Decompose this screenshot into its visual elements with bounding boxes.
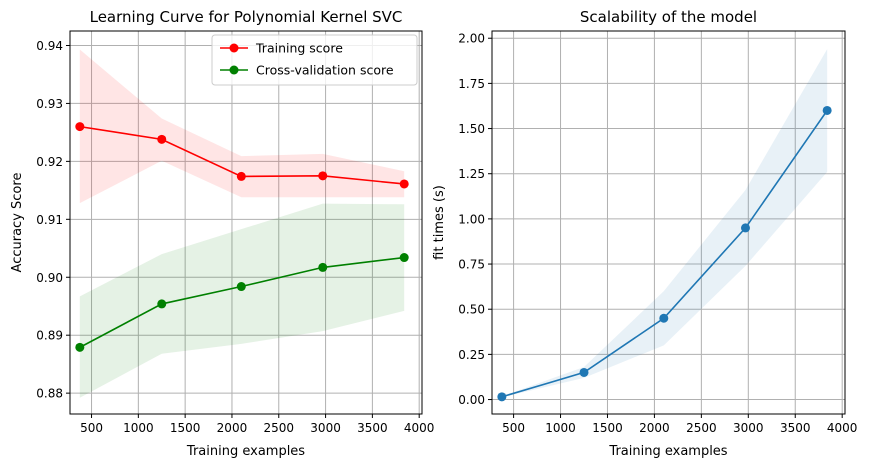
x-axis-label: Training examples xyxy=(608,444,727,459)
x-ticks: 500 1000 1500 2000 2500 3000 3500 4000 xyxy=(80,414,434,435)
y-tick-label: 0.92 xyxy=(36,155,63,169)
grid-lines xyxy=(492,31,845,414)
y-tick-label: 0.25 xyxy=(458,348,485,362)
plot-frame xyxy=(69,30,423,415)
x-tick-label: 2500 xyxy=(263,421,294,435)
y-tick-label: 0.94 xyxy=(36,39,63,53)
legend-entry-cross-validation: Cross-validation score xyxy=(220,63,394,78)
plot-area xyxy=(492,31,845,414)
confidence-band-0 xyxy=(79,49,405,204)
x-tick-label: 3500 xyxy=(780,421,811,435)
x-tick-label: 3000 xyxy=(310,421,341,435)
x-tick-label: 1000 xyxy=(123,421,154,435)
data-point xyxy=(157,299,167,309)
y-ticks: 0.00 0.25 0.50 0.75 1.00 1.25 1.50 1.75 2.00 xyxy=(458,32,492,407)
chart-title: Learning Curve for Polynomial Kernel SVC xyxy=(90,8,403,26)
data-point xyxy=(236,171,246,181)
y-tick-label: 1.00 xyxy=(458,212,485,226)
data-point xyxy=(236,282,246,292)
y-tick-label: 0.50 xyxy=(458,303,485,317)
confidence-bands xyxy=(79,49,405,398)
data-point xyxy=(822,105,832,115)
data-point xyxy=(399,253,409,263)
x-axis-label: Training examples xyxy=(186,444,305,459)
y-tick-label: 0.93 xyxy=(36,97,63,111)
x-tick-label: 3500 xyxy=(357,421,388,435)
plot-frame xyxy=(491,30,846,415)
data-point xyxy=(579,367,589,377)
y-tick-label: 1.25 xyxy=(458,167,485,181)
x-tick-label: 1500 xyxy=(170,421,201,435)
scalability-panel: Scalability of the model 500 1000 1500 2000… xyxy=(432,8,857,459)
x-tick-label: 2500 xyxy=(686,421,717,435)
y-tick-label: 1.75 xyxy=(458,77,485,91)
data-point xyxy=(157,134,167,144)
confidence-band-0 xyxy=(501,49,828,398)
x-ticks: 500 1000 1500 2000 2500 3000 3500 4000 xyxy=(502,414,857,435)
y-tick-label: 0.00 xyxy=(458,393,485,407)
y-tick-label: 0.88 xyxy=(36,387,63,401)
y-tick-label: 0.90 xyxy=(36,271,63,285)
legend-label-training: Training score xyxy=(255,41,343,56)
legend: Training score Cross-validation score xyxy=(211,34,418,86)
legend-entry-training: Training score xyxy=(220,41,343,56)
x-tick-label: 1000 xyxy=(545,421,576,435)
x-tick-label: 2000 xyxy=(639,421,670,435)
y-axis-label: Accuracy Score xyxy=(10,173,25,273)
grid-lines xyxy=(70,31,422,414)
x-tick-label: 3000 xyxy=(733,421,764,435)
confidence-band-1 xyxy=(79,203,405,398)
y-axis-label: fit times (s) xyxy=(432,185,447,260)
chart-title: Scalability of the model xyxy=(580,8,757,26)
data-point xyxy=(399,179,409,189)
y-tick-label: 1.50 xyxy=(458,122,485,136)
confidence-bands xyxy=(501,49,828,398)
data-points xyxy=(75,122,409,352)
y-tick-label: 0.89 xyxy=(36,329,63,343)
data-point xyxy=(75,122,85,132)
x-tick-label: 1500 xyxy=(592,421,623,435)
legend-label-cross-validation: Cross-validation score xyxy=(256,63,394,78)
data-points xyxy=(497,105,832,402)
x-tick-label: 2000 xyxy=(217,421,248,435)
data-point xyxy=(318,262,328,272)
data-point xyxy=(318,171,328,181)
x-tick-label: 500 xyxy=(502,421,525,435)
x-tick-label: 500 xyxy=(80,421,103,435)
y-tick-label: 0.75 xyxy=(458,258,485,272)
y-ticks: 0.88 0.89 0.90 0.91 0.92 0.93 0.94 xyxy=(36,39,70,401)
data-point xyxy=(497,392,507,402)
y-tick-label: 2.00 xyxy=(458,32,485,46)
data-point xyxy=(740,223,750,233)
legend-marker-training xyxy=(229,43,239,53)
x-tick-label: 4000 xyxy=(827,421,858,435)
data-point xyxy=(75,342,85,352)
legend-box xyxy=(211,34,418,86)
data-point xyxy=(659,313,669,323)
x-tick-label: 4000 xyxy=(404,421,435,435)
learning-curve-panel: Learning Curve for Polynomial Kernel SVC… xyxy=(10,8,434,459)
y-tick-label: 0.91 xyxy=(36,213,63,227)
plot-area xyxy=(70,31,422,414)
legend-marker-cross-validation xyxy=(229,65,239,75)
